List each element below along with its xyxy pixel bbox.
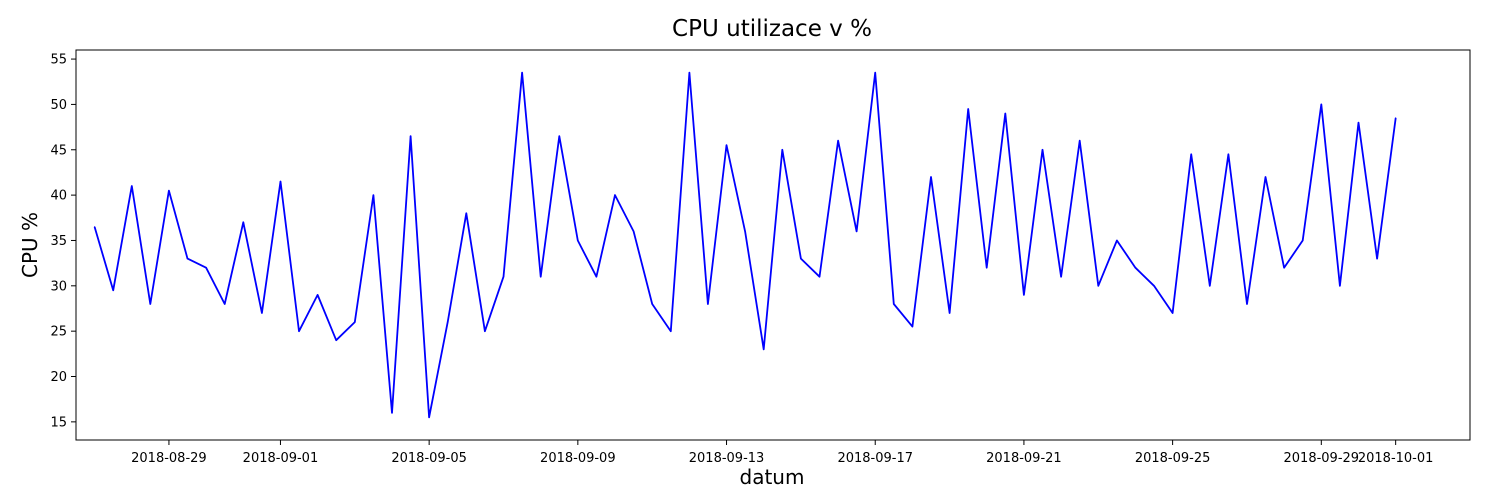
data-point bbox=[595, 276, 598, 278]
y-tick-label: 35 bbox=[50, 234, 67, 249]
data-point bbox=[224, 303, 226, 305]
data-point bbox=[428, 416, 430, 418]
data-point bbox=[391, 412, 393, 414]
data-point bbox=[1060, 276, 1062, 278]
x-tick-label: 2018-09-13 bbox=[689, 451, 765, 466]
plot-frame bbox=[75, 49, 1471, 441]
data-point bbox=[651, 303, 653, 305]
data-point bbox=[1023, 294, 1025, 296]
data-point bbox=[577, 239, 579, 242]
data-point bbox=[317, 294, 319, 296]
data-point bbox=[911, 326, 914, 328]
data-point bbox=[1283, 267, 1285, 269]
data-point bbox=[707, 303, 709, 305]
y-tick-label: 15 bbox=[50, 415, 67, 430]
y-tick-label: 50 bbox=[50, 98, 67, 113]
y-tick-label: 30 bbox=[50, 279, 67, 294]
data-point bbox=[1079, 140, 1081, 142]
y-tick-label: 55 bbox=[50, 53, 67, 68]
data-point bbox=[1172, 312, 1174, 314]
data-point bbox=[279, 180, 282, 183]
data-point bbox=[335, 339, 337, 341]
y-tick-label: 45 bbox=[50, 143, 67, 158]
x-tick-label: 2018-09-25 bbox=[1135, 451, 1211, 466]
data-point bbox=[1302, 239, 1304, 242]
data-point bbox=[1134, 267, 1137, 269]
data-point bbox=[93, 226, 96, 228]
data-point bbox=[186, 258, 189, 260]
data-point bbox=[1097, 285, 1099, 287]
x-tick-label: 2018-09-21 bbox=[986, 451, 1062, 466]
data-point bbox=[1041, 149, 1044, 151]
data-point bbox=[763, 348, 765, 350]
data-point bbox=[540, 276, 542, 278]
y-tick-label: 20 bbox=[50, 370, 67, 385]
data-point bbox=[131, 185, 133, 187]
data-point bbox=[633, 230, 635, 232]
data-point bbox=[1116, 239, 1118, 242]
y-tick-label: 40 bbox=[50, 189, 67, 204]
data-point bbox=[893, 303, 895, 305]
x-tick-label: 2018-09-29 bbox=[1284, 451, 1360, 466]
data-point bbox=[484, 330, 486, 332]
data-point bbox=[670, 330, 672, 332]
x-tick-label: 2018-09-05 bbox=[391, 451, 467, 466]
data-point bbox=[447, 321, 449, 323]
data-point bbox=[948, 312, 951, 314]
data-point bbox=[818, 276, 821, 278]
chart-title: CPU utilizace v % bbox=[672, 16, 872, 42]
x-tick-label: 2018-09-17 bbox=[837, 451, 913, 466]
data-point bbox=[930, 176, 932, 178]
x-tick-label: 2018-10-01 bbox=[1358, 451, 1434, 466]
data-point bbox=[744, 230, 746, 232]
y-tick-label: 25 bbox=[50, 325, 67, 340]
data-point bbox=[781, 149, 783, 151]
data-point bbox=[1339, 285, 1341, 287]
data-point bbox=[725, 144, 728, 146]
data-point bbox=[986, 267, 988, 269]
data-point bbox=[112, 289, 114, 291]
data-point bbox=[1376, 258, 1378, 260]
data-point bbox=[614, 194, 616, 196]
data-point bbox=[521, 72, 523, 74]
data-point bbox=[242, 221, 244, 223]
data-point bbox=[149, 303, 151, 305]
data-point bbox=[558, 135, 560, 137]
data-point bbox=[261, 312, 263, 314]
data-point bbox=[205, 267, 207, 269]
data-point bbox=[354, 321, 356, 323]
x-tick-label: 2018-08-29 bbox=[131, 451, 207, 466]
data-point bbox=[800, 258, 802, 260]
data-point bbox=[874, 72, 876, 74]
data-point bbox=[465, 212, 467, 214]
y-axis-title: CPU % bbox=[18, 212, 42, 278]
data-point bbox=[1395, 117, 1397, 119]
x-tick-label: 2018-09-01 bbox=[243, 451, 319, 466]
data-point bbox=[1153, 285, 1155, 287]
data-point bbox=[502, 276, 505, 278]
data-point bbox=[1320, 103, 1322, 106]
x-tick-label: 2018-09-09 bbox=[540, 451, 616, 466]
data-point bbox=[409, 135, 412, 137]
data-point bbox=[1190, 153, 1192, 155]
data-point bbox=[1209, 285, 1211, 287]
data-point bbox=[1227, 153, 1229, 155]
data-point bbox=[168, 189, 170, 192]
data-point bbox=[298, 330, 300, 332]
data-point bbox=[967, 108, 969, 110]
data-point bbox=[372, 194, 374, 196]
data-point bbox=[856, 230, 858, 232]
data-point bbox=[837, 140, 839, 142]
x-axis-title: datum bbox=[740, 465, 805, 489]
data-point bbox=[688, 72, 690, 74]
data-point bbox=[1264, 176, 1267, 178]
data-point bbox=[1004, 112, 1006, 115]
data-point bbox=[1246, 303, 1248, 305]
data-point bbox=[1357, 121, 1360, 124]
